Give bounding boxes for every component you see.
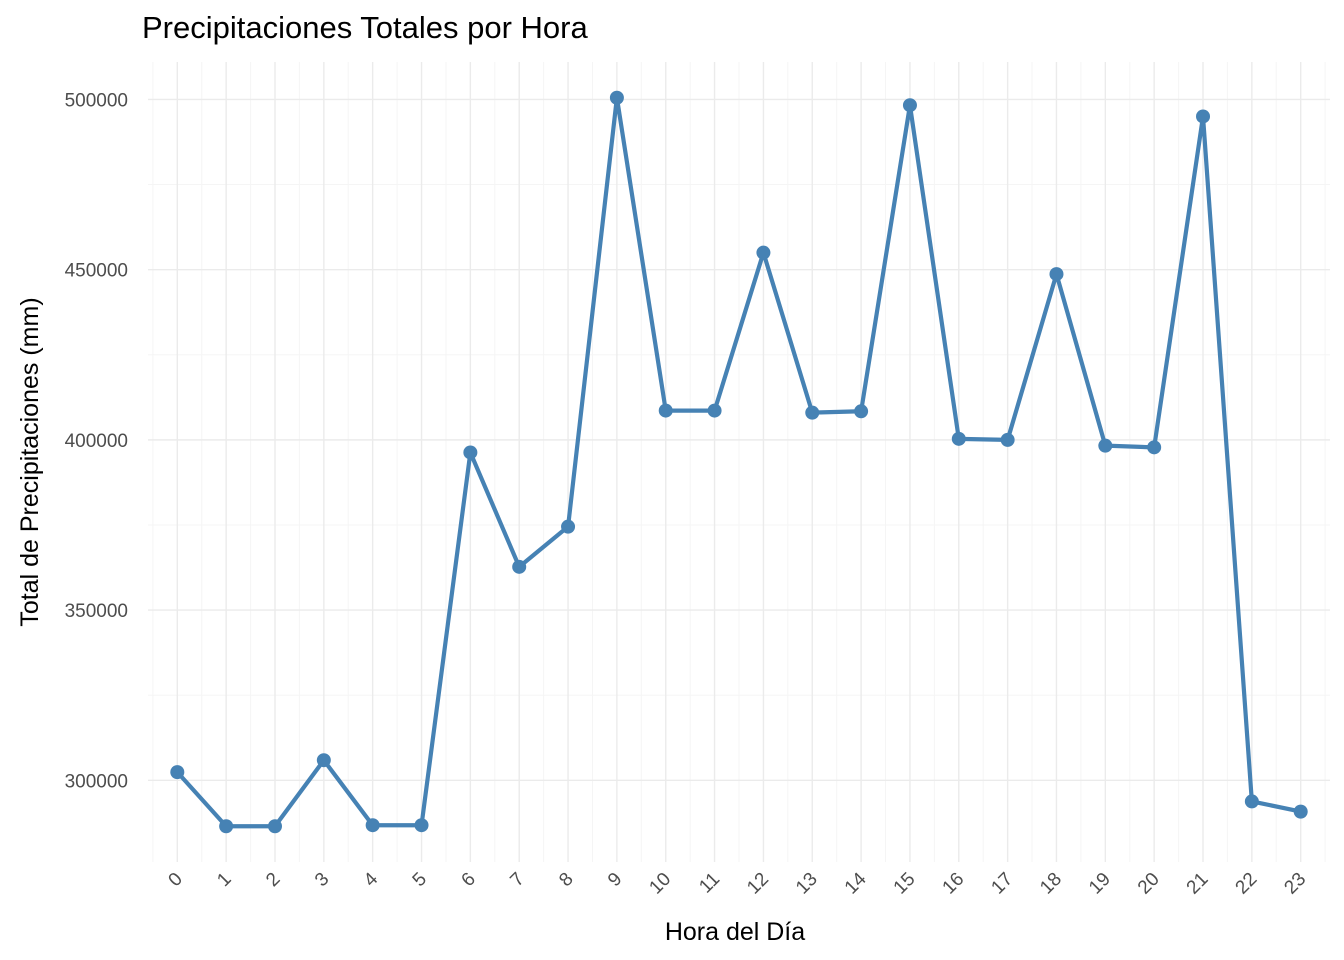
- data-point: [1147, 440, 1162, 455]
- x-tick-label: 1: [213, 869, 235, 891]
- data-point: [414, 818, 429, 833]
- data-point: [951, 431, 966, 446]
- x-tick-label: 5: [409, 869, 431, 891]
- x-tick-label: 21: [1183, 869, 1213, 899]
- x-tick-label: 17: [987, 869, 1017, 899]
- x-tick-label: 12: [743, 869, 773, 899]
- x-tick-label: 4: [360, 868, 383, 891]
- x-tick-label: 0: [165, 869, 187, 891]
- data-point: [707, 403, 722, 418]
- x-tick-label: 10: [645, 869, 675, 899]
- data-point: [512, 559, 527, 574]
- y-tick-label: 400000: [65, 431, 128, 452]
- series-line: [175, 95, 1303, 829]
- chart-title: Precipitaciones Totales por Hora: [142, 10, 588, 45]
- data-point: [463, 445, 478, 460]
- x-tick-label: 20: [1134, 869, 1164, 899]
- data-point: [1000, 432, 1015, 447]
- data-point: [805, 405, 820, 420]
- x-tick-label: 2: [262, 869, 284, 891]
- data-point: [1049, 267, 1064, 282]
- data-point: [1244, 794, 1259, 809]
- x-axis-title: Hora del Día: [665, 918, 805, 946]
- data-point: [854, 404, 869, 419]
- data-point: [316, 753, 331, 768]
- data-point: [658, 403, 673, 418]
- x-tick-label: 6: [458, 869, 480, 891]
- x-axis-ticks: 0 1 2 3 4 5 6 7 8 9 10 11 12 13 14 15 16 17 18 19 20 21 22 23: [165, 868, 1311, 898]
- data-point: [1293, 804, 1308, 819]
- y-tick-label: 350000: [65, 601, 128, 622]
- data-point: [1098, 438, 1113, 453]
- data-point: [1196, 109, 1211, 124]
- data-point: [561, 519, 576, 534]
- x-tick-label: 8: [555, 869, 577, 891]
- x-tick-label: 22: [1232, 869, 1262, 899]
- x-tick-label: 15: [890, 869, 920, 899]
- data-point: [609, 90, 624, 105]
- series-layer: [170, 90, 1308, 834]
- y-axis-ticks: 300000 350000 400000 450000 500000: [65, 90, 128, 792]
- data-point: [267, 819, 282, 834]
- x-tick-label: 16: [939, 869, 969, 899]
- x-tick-label: 11: [695, 869, 724, 898]
- y-tick-label: 500000: [65, 90, 128, 111]
- data-point: [365, 818, 380, 833]
- minor-grid: [148, 62, 1330, 862]
- x-tick-label: 23: [1280, 869, 1310, 899]
- data-point: [170, 765, 185, 780]
- data-point: [902, 98, 917, 113]
- x-tick-label: 13: [792, 869, 822, 899]
- x-tick-label: 18: [1036, 869, 1066, 899]
- x-tick-label: 9: [604, 869, 626, 891]
- x-tick-label: 14: [841, 868, 871, 898]
- data-point: [219, 819, 234, 834]
- x-tick-label: 3: [311, 869, 333, 891]
- y-axis-title: Total de Precipitaciones (mm): [16, 297, 44, 626]
- x-tick-label: 19: [1085, 869, 1115, 899]
- x-tick-label: 7: [506, 869, 528, 891]
- y-tick-label: 450000: [65, 261, 128, 282]
- major-grid: [148, 62, 1330, 862]
- y-tick-label: 300000: [65, 771, 128, 792]
- data-point: [756, 245, 771, 260]
